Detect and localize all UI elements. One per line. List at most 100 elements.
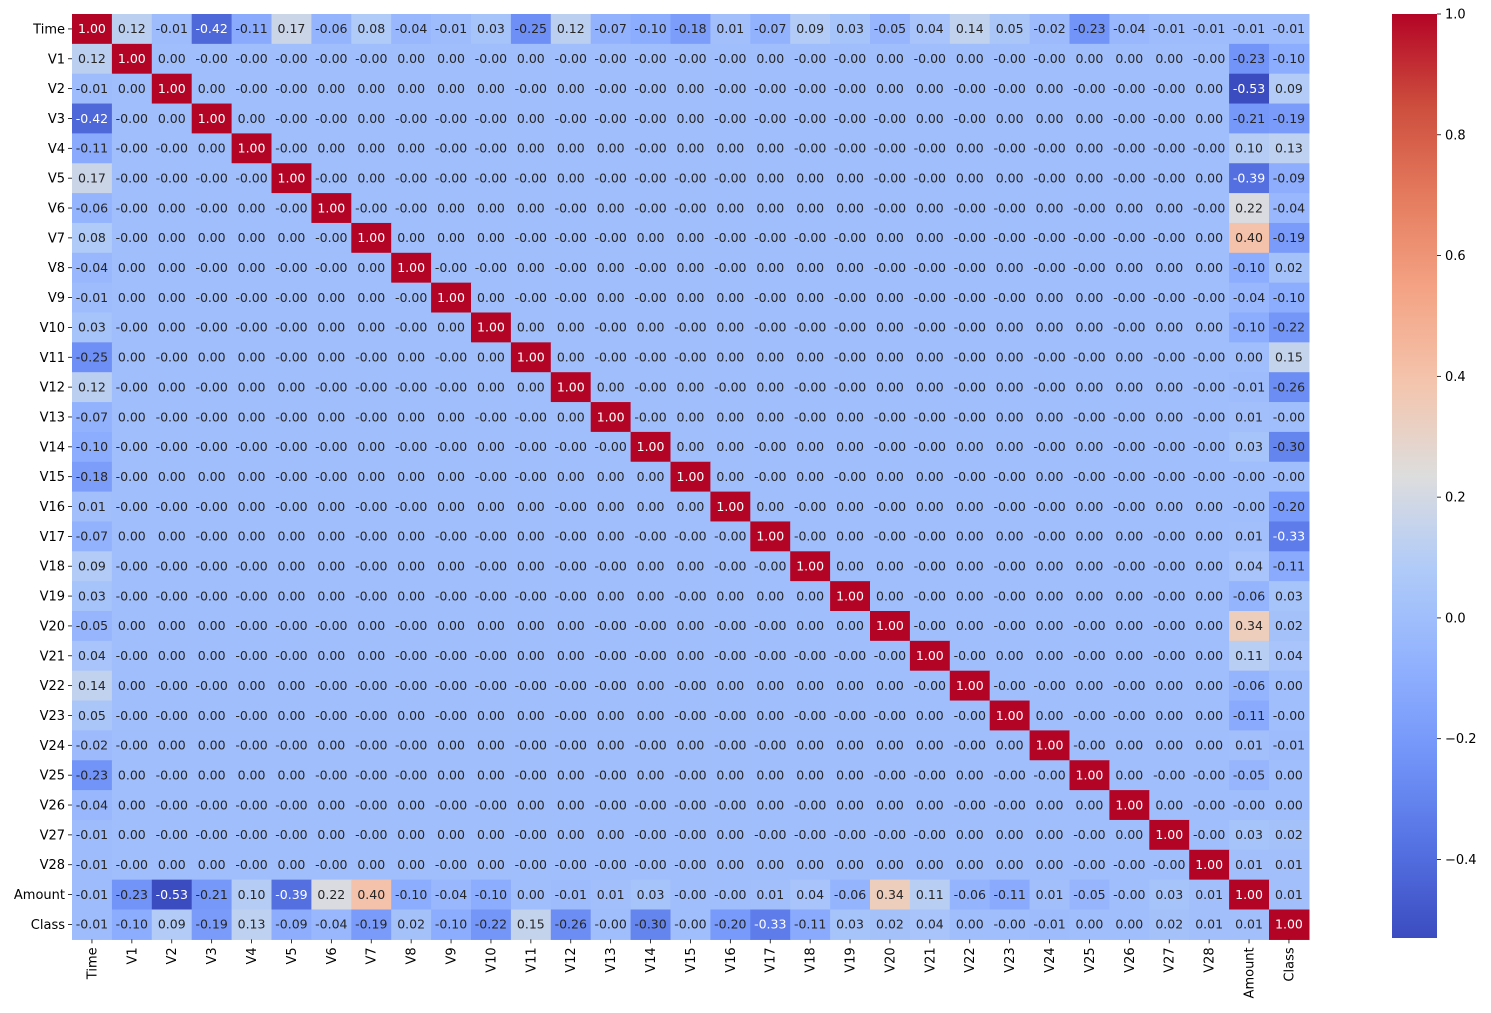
cell-value-label: -0.00 [475,409,507,424]
heatmap-cell-V21-V25 [1069,640,1110,672]
cell-value-label: 0.00 [876,678,904,693]
cell-value-label: -0.00 [515,409,547,424]
cell-value-label: -0.00 [634,797,666,812]
heatmap-cell-V22-V17 [750,670,791,702]
heatmap-cell-V15-V8 [391,461,432,493]
heatmap-cell-V23-Time [72,700,113,731]
cell-value-label: 0.00 [557,827,585,842]
heatmap-cell-V18-V12 [550,551,592,582]
heatmap-cell-V15-Class [1269,461,1310,493]
heatmap-cell-V22-V5 [271,670,312,702]
cell-value-label: -0.53 [156,887,188,902]
cell-value-label: -0.00 [993,469,1025,484]
cell-value-label: 0.00 [1115,200,1143,215]
heatmap-cell-V4-V19 [830,133,871,164]
heatmap-cell-V24-V9 [431,730,472,761]
cell-value-label: -0.00 [993,797,1025,812]
heatmap-cell-Time-V27 [1149,14,1190,45]
cell-value-label: 0.09 [158,917,186,932]
cell-value-label: -0.00 [794,230,826,245]
cell-value-label: 0.00 [1195,648,1223,663]
cell-value-label: 0.00 [1195,320,1223,335]
cell-value-label: -0.01 [76,857,108,872]
heatmap-cell-Time-V24 [1029,14,1071,45]
cell-value-label: 0.00 [517,618,545,633]
cell-value-label: 0.00 [317,559,345,574]
x-tick-label: V20 [883,947,898,972]
cell-value-label: 0.00 [118,767,146,782]
cell-value-label: -0.00 [594,618,626,633]
heatmap-cell-V18-Time [72,551,113,582]
cell-value-label: -0.02 [1033,21,1065,36]
cell-value-label: 0.00 [1115,350,1143,365]
cell-value-label: -0.00 [794,409,826,424]
y-tick-label: V21 [40,649,65,664]
heatmap-cell-V21-V12 [550,640,592,672]
cell-value-label: -0.00 [634,618,666,633]
cell-value-label: 0.03 [78,320,106,335]
heatmap-cell-V4-Class [1269,133,1310,164]
cell-value-label: -0.00 [1153,469,1185,484]
heatmap-cell-V22-V1 [111,670,153,702]
heatmap-cell-V13-V4 [231,402,273,433]
cell-value-label: -0.00 [1113,320,1145,335]
cell-value-label: -0.00 [315,230,347,245]
cell-value-label: 0.00 [637,678,665,693]
heatmap-cell-V6-V18 [790,193,831,224]
heatmap-cell-V14-V21 [909,431,951,463]
cell-value-label: -0.00 [634,529,666,544]
cell-value-label: -0.00 [435,111,467,126]
cell-value-label: -0.00 [395,379,427,394]
cell-value-label: 0.00 [477,290,505,305]
heatmap-cell-V11-V19 [830,342,871,373]
x-tick-label: V14 [644,947,659,972]
cell-value-label: 0.00 [836,499,864,514]
heatmap-cell-V13-V2 [151,402,193,433]
cell-value-label: -0.00 [1033,260,1065,275]
cell-value-label: 0.00 [836,200,864,215]
cell-value-label: 0.00 [597,469,625,484]
heatmap-cell-V24-V21 [909,730,951,761]
cell-value-label: 0.00 [517,260,545,275]
cell-value-label: -0.04 [76,797,108,812]
cell-value-label: 0.00 [1275,678,1303,693]
cell-value-label: 0.00 [836,260,864,275]
cell-value-label: 0.00 [756,588,784,603]
cell-value-label: -0.07 [76,409,108,424]
cell-value-label: 0.00 [637,320,665,335]
cell-value-label: -0.10 [76,439,108,454]
heatmap-cell-V17-V7 [351,521,392,552]
heatmap-cell-V2-V25 [1069,73,1110,105]
heatmap-cell-V20-V10 [471,611,512,642]
cell-value-label: 0.00 [317,81,345,96]
cell-value-label: 0.01 [756,887,784,902]
cell-value-label: -0.00 [1033,51,1065,66]
heatmap-cell-V25-V4 [231,760,273,791]
cell-value-label: 0.01 [78,499,106,514]
cell-value-label: 0.00 [876,469,904,484]
heatmap-cell-V2-V1 [111,73,153,105]
cell-value-label: -0.11 [1273,559,1305,574]
colorbar-tick-label: 0.0 [1445,611,1466,626]
heatmap-cell-V12-V16 [710,372,751,403]
heatmap-cell-V5-V2 [151,163,193,194]
heatmap-cell-V17-V28 [1189,521,1230,552]
heatmap-cell-V1-V27 [1149,43,1190,75]
heatmap-cell-V8-V12 [550,252,592,284]
heatmap-cell-V10-V11 [510,312,552,343]
cell-value-label: -0.00 [315,708,347,723]
heatmap-cell-V10-V19 [830,312,871,343]
cell-value-label: 0.00 [1076,678,1104,693]
heatmap-cell-V16-V7 [351,491,392,523]
heatmap-cell-V9-V24 [1029,282,1071,314]
x-tick-label: V24 [1043,947,1058,972]
cell-value-label: 0.00 [1036,857,1064,872]
heatmap-cell-V9-V28 [1189,282,1230,314]
heatmap-cell-V16-V27 [1149,491,1190,523]
cell-value-label: 0.00 [437,320,465,335]
cell-value-label: 0.00 [796,290,824,305]
cell-value-label: 0.00 [1036,708,1064,723]
cell-value-label: 0.00 [477,499,505,514]
cell-value-label: -0.00 [754,290,786,305]
heatmap-cell-V11-V17 [750,342,791,373]
